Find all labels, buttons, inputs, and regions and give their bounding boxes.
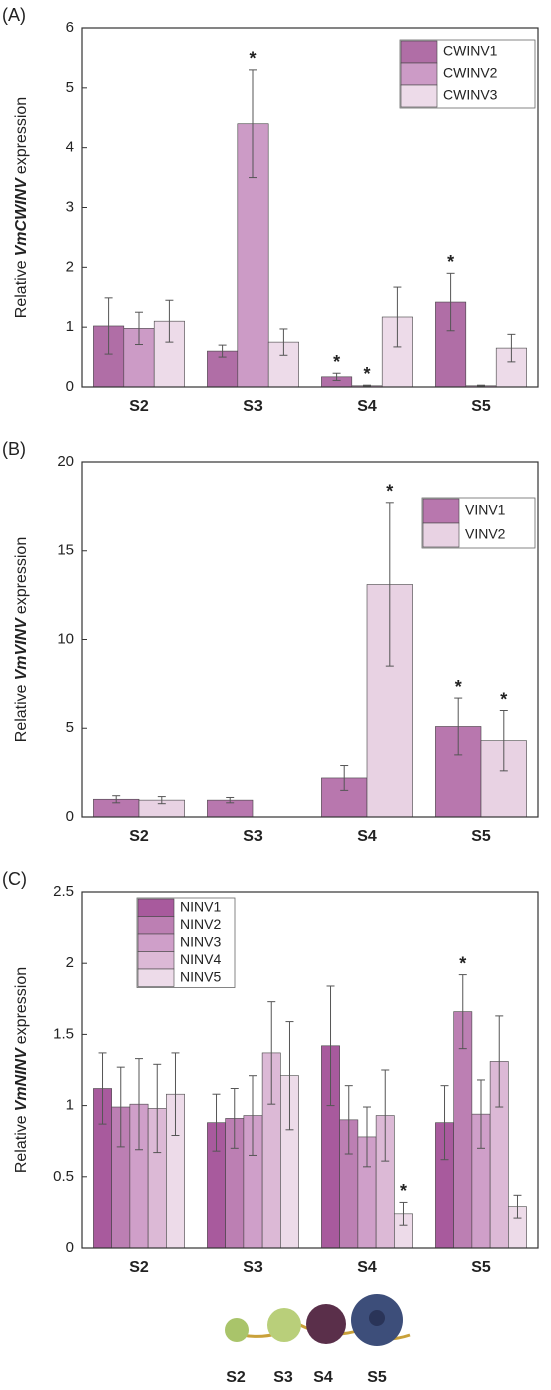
- y-tick-label: 1: [66, 318, 74, 335]
- y-tick-label: 1.5: [53, 1025, 74, 1042]
- x-tick-label: S4: [357, 1259, 377, 1276]
- legend-label: CWINV2: [443, 65, 498, 81]
- y-tick-label: 5: [66, 719, 74, 736]
- y-tick-label: 2: [66, 258, 74, 275]
- y-axis-label: Relative VmCWINV expression: [13, 97, 30, 318]
- significance-mark: *: [386, 482, 393, 502]
- fruit-label: S5: [367, 1369, 387, 1386]
- x-tick-label: S2: [129, 398, 149, 415]
- plot-frame: [81, 27, 539, 388]
- x-tick-label: S3: [243, 1259, 263, 1276]
- x-tick-label: S3: [243, 828, 263, 845]
- y-label-suffix: expression: [13, 97, 30, 174]
- fruit-label: S3: [273, 1369, 293, 1386]
- y-tick-label: 5: [66, 79, 74, 96]
- legend-label: VINV1: [465, 502, 506, 518]
- y-label-gene: VmVINV: [13, 617, 30, 681]
- x-tick-label: S3: [243, 398, 263, 415]
- legend-swatch: [137, 968, 175, 987]
- legend-swatch: [137, 916, 175, 935]
- legend-swatch: [400, 84, 438, 108]
- significance-mark: *: [249, 49, 256, 69]
- plot-frame: [81, 461, 539, 818]
- y-label-prefix: Relative: [13, 1115, 30, 1173]
- legend-swatch: [137, 933, 175, 952]
- y-label-gene: VmNINV: [13, 1047, 30, 1111]
- y-tick-label: 6: [66, 19, 74, 36]
- y-tick-label: 0: [66, 808, 74, 825]
- legend-label: CWINV3: [443, 87, 498, 103]
- x-tick-label: S4: [357, 398, 377, 415]
- x-tick-label: S5: [471, 828, 491, 845]
- bar: [435, 301, 467, 388]
- y-label-prefix: Relative: [13, 684, 30, 742]
- y-tick-label: 20: [57, 453, 74, 470]
- significance-mark: *: [455, 677, 462, 697]
- y-tick-label: 2: [66, 954, 74, 971]
- significance-mark: *: [363, 364, 370, 384]
- legend-swatch: [400, 40, 438, 64]
- legend-swatch: [400, 62, 438, 86]
- x-tick-label: S2: [129, 828, 149, 845]
- x-tick-label: S4: [357, 828, 377, 845]
- y-axis-label: Relative VmVINV expression: [13, 537, 30, 742]
- legend-label: NINV1: [180, 898, 221, 914]
- y-tick-label: 10: [57, 630, 74, 647]
- legend-label: NINV5: [180, 968, 221, 984]
- y-axis-label: Relative VmNINV expression: [13, 967, 30, 1173]
- fruit-label: S4: [313, 1369, 333, 1386]
- legend-label: VINV2: [465, 526, 506, 542]
- y-tick-label: 0: [66, 1239, 74, 1256]
- legend-label: NINV3: [180, 933, 221, 949]
- y-tick-label: 0.5: [53, 1168, 74, 1185]
- significance-mark: *: [500, 689, 507, 709]
- fruit-label: S2: [226, 1369, 246, 1386]
- y-tick-label: 4: [66, 139, 74, 156]
- significance-mark: *: [447, 252, 454, 272]
- legend-label: NINV2: [180, 916, 221, 932]
- legend-swatch: [422, 522, 460, 548]
- legend-swatch: [422, 498, 460, 524]
- panel-label: (C): [2, 869, 27, 889]
- y-tick-label: 2.5: [53, 883, 74, 900]
- y-tick-label: 0: [66, 378, 74, 395]
- y-tick-label: 15: [57, 542, 74, 559]
- x-tick-label: S5: [471, 1259, 491, 1276]
- legend-swatch: [137, 898, 175, 917]
- y-label-suffix: expression: [13, 537, 30, 614]
- y-label-gene: VmCWINV: [13, 177, 30, 257]
- significance-mark: *: [400, 1181, 407, 1201]
- y-tick-label: 3: [66, 198, 74, 215]
- y-label-prefix: Relative: [13, 260, 30, 318]
- significance-mark: *: [459, 953, 466, 973]
- panel-label: (B): [2, 439, 26, 459]
- plot-frame: [81, 891, 539, 1249]
- y-tick-label: 1: [66, 1097, 74, 1114]
- fruit-illustration: [225, 1294, 411, 1346]
- y-label-suffix: expression: [13, 967, 30, 1044]
- legend-label: CWINV1: [443, 43, 498, 59]
- x-tick-label: S5: [471, 398, 491, 415]
- x-tick-label: S2: [129, 1259, 149, 1276]
- legend-swatch: [137, 951, 175, 970]
- significance-mark: *: [333, 352, 340, 372]
- panel-label: (A): [2, 5, 26, 25]
- legend-label: NINV4: [180, 951, 221, 967]
